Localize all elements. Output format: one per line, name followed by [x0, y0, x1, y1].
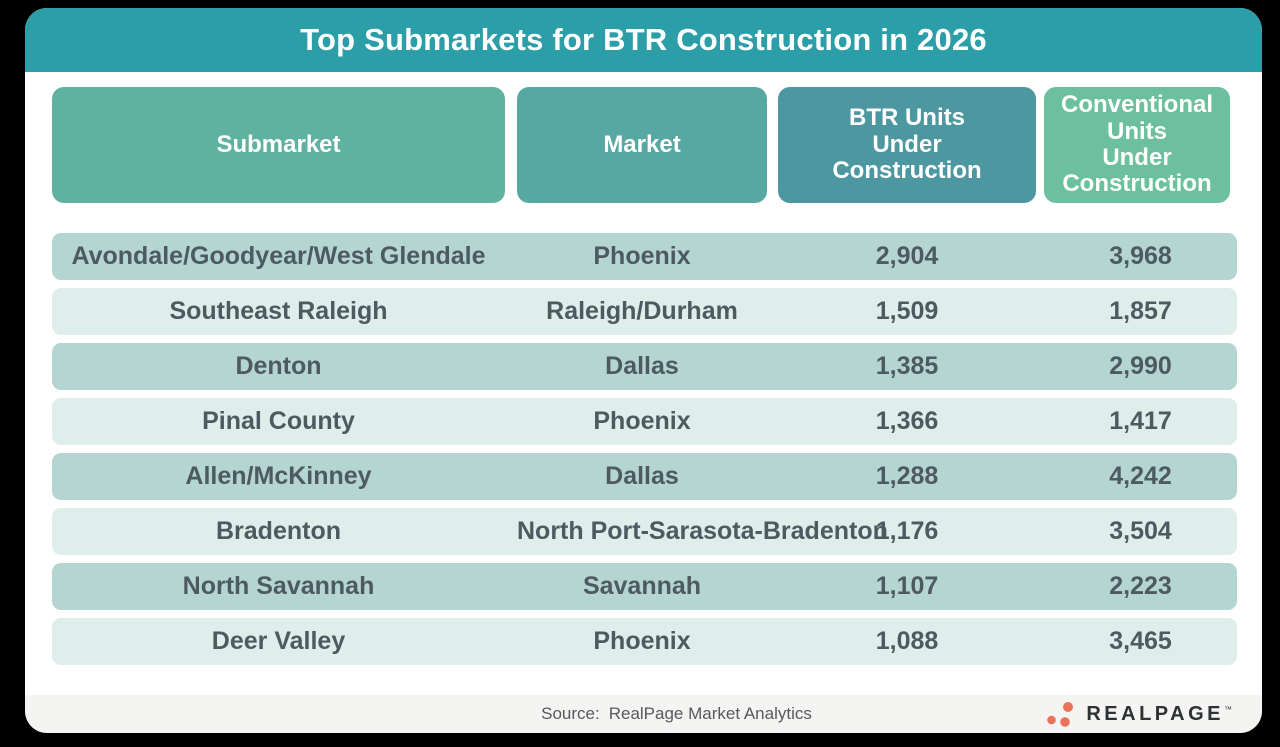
realpage-wordmark: REALPAGE ™	[1086, 702, 1232, 725]
column-header-conventional-units: Conventional Units Under Construction	[1044, 87, 1230, 203]
cell-btr-units: 1,385	[875, 352, 939, 380]
cell-btr-units: 1,088	[875, 627, 939, 655]
cell-market: Raleigh/Durham	[546, 297, 738, 325]
page-title: Top Submarkets for BTR Construction in 2…	[300, 22, 987, 57]
table-row: Deer Valley Phoenix 1,088 3,465	[52, 618, 1237, 665]
cell-submarket: Avondale/Goodyear/West Glendale	[71, 242, 486, 270]
cell-conventional-units: 3,504	[1109, 517, 1172, 545]
cell-conventional-units: 3,968	[1109, 242, 1172, 270]
cell-conventional-units: 2,990	[1109, 352, 1172, 380]
cell-market: Dallas	[605, 352, 679, 380]
cell-conventional-units: 1,857	[1109, 297, 1172, 325]
table-row: North Savannah Savannah 1,107 2,223	[52, 563, 1237, 610]
table-body: Avondale/Goodyear/West Glendale Phoenix …	[52, 233, 1237, 673]
cell-conventional-units: 1,417	[1109, 407, 1172, 435]
table-row: Southeast Raleigh Raleigh/Durham 1,509 1…	[52, 288, 1237, 335]
cell-btr-units: 1,509	[875, 297, 939, 325]
cell-btr-units: 1,107	[875, 572, 939, 600]
cell-submarket: Denton	[235, 352, 322, 380]
cell-submarket: Deer Valley	[211, 627, 346, 655]
cell-btr-units: 1,366	[875, 407, 939, 435]
column-header-market: Market	[517, 87, 767, 203]
cell-conventional-units: 4,242	[1109, 462, 1172, 490]
source-attribution: Source: RealPage Market Analytics	[541, 695, 812, 733]
cell-submarket: Southeast Raleigh	[169, 297, 388, 325]
cell-submarket: North Savannah	[182, 572, 375, 600]
title-bar: Top Submarkets for BTR Construction in 2…	[25, 8, 1262, 72]
cell-market: Phoenix	[593, 627, 691, 655]
infographic-card: Top Submarkets for BTR Construction in 2…	[25, 8, 1262, 733]
cell-submarket: Pinal County	[202, 407, 355, 435]
cell-conventional-units: 2,223	[1109, 572, 1172, 600]
footer-bar: Source: RealPage Market Analytics REALPA…	[25, 695, 1262, 733]
realpage-logo: REALPAGE ™	[1047, 695, 1232, 733]
cell-market: Phoenix	[593, 242, 691, 270]
cell-conventional-units: 3,465	[1109, 627, 1172, 655]
table-row: Allen/McKinney Dallas 1,288 4,242	[52, 453, 1237, 500]
trademark-mark: ™	[1224, 704, 1232, 714]
cell-submarket: Allen/McKinney	[185, 462, 372, 490]
table-row: Bradenton North Port-Sarasota-Bradenton …	[52, 508, 1237, 555]
source-value: RealPage Market Analytics	[608, 704, 812, 723]
cell-submarket: Bradenton	[216, 517, 341, 545]
table-row: Pinal County Phoenix 1,366 1,417	[52, 398, 1237, 445]
cell-btr-units: 1,176	[875, 517, 939, 545]
table-header-row: Submarket Market BTR Units Under Constru…	[52, 87, 1237, 203]
table-row: Denton Dallas 1,385 2,990	[52, 343, 1237, 390]
column-header-submarket: Submarket	[52, 87, 505, 203]
column-header-btr-units: BTR Units Under Construction	[778, 87, 1036, 203]
cell-market: Dallas	[605, 462, 679, 490]
cell-btr-units: 2,904	[875, 242, 939, 270]
source-label: Source:	[541, 704, 600, 723]
table-row: Avondale/Goodyear/West Glendale Phoenix …	[52, 233, 1237, 280]
cell-market: Savannah	[582, 572, 702, 600]
cell-market: North Port-Sarasota-Bradenton	[517, 517, 888, 545]
cell-market: Phoenix	[593, 407, 691, 435]
realpage-dots-icon	[1047, 702, 1074, 727]
cell-btr-units: 1,288	[875, 462, 939, 490]
